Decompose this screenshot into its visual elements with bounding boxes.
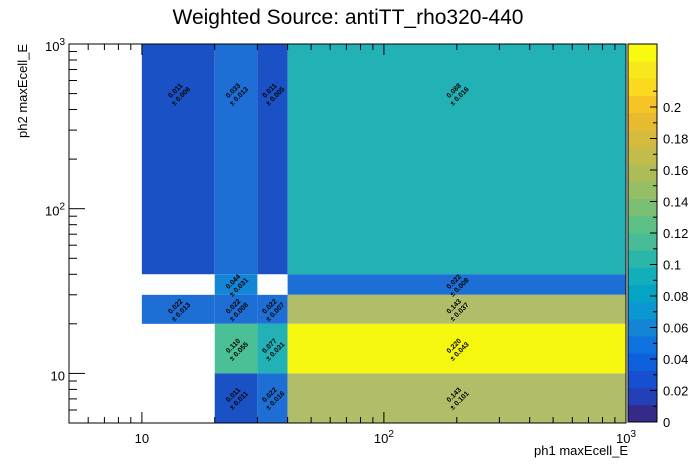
colorbar-segment (628, 250, 657, 268)
colorbar-tick-label: 0.04 (663, 352, 688, 367)
colorbar-tick-label: 0 (663, 415, 670, 430)
heatmap-cell (257, 294, 288, 324)
x-tick-label: 10 (135, 431, 149, 446)
colorbar-segment (628, 301, 657, 320)
colorbar-segment (628, 267, 657, 285)
heatmap-cell (257, 44, 288, 275)
heatmap-cell (214, 373, 258, 423)
axes: 10 102 103 10 102 103 (45, 37, 636, 446)
colorbar-segment (628, 61, 657, 79)
colorbar-segment (628, 198, 657, 217)
heatmap-cell (141, 44, 215, 275)
colorbar-tick-label: 0.06 (663, 321, 688, 336)
chart-title: Weighted Source: antiTT_rho320-440 (173, 6, 524, 29)
heatmap-cell (214, 274, 258, 295)
heatmap-cell (257, 373, 288, 423)
colorbar-segment (628, 336, 657, 354)
y-axis-title: ph2 maxEcell_E (15, 44, 30, 138)
colorbar-segment (628, 112, 657, 131)
y-tick-label: 10 (51, 368, 65, 383)
colorbar-segment (628, 181, 657, 200)
colorbar-tick-label: 0.08 (663, 289, 688, 304)
heatmap-cells (141, 44, 626, 423)
colorbar-segment (628, 284, 657, 303)
colorbar-segment (628, 129, 657, 148)
heatmap-cell (257, 323, 288, 374)
colorbar-segment (628, 233, 657, 251)
y-tick-label: 102 (45, 202, 65, 219)
colorbar-tick-label: 0.18 (663, 132, 688, 147)
heatmap-cell (287, 294, 626, 324)
colorbar-segment (628, 78, 657, 96)
colorbar-tick-label: 0.12 (663, 226, 688, 241)
colorbar-segment (628, 353, 657, 371)
heatmap-cell (287, 373, 626, 423)
colorbar-tick-label: 0.02 (663, 384, 688, 399)
colorbar-segment (628, 387, 657, 406)
colorbar-segment (628, 370, 657, 389)
colorbar-segment (628, 95, 657, 114)
heatmap-cell (287, 323, 626, 374)
x-tick-label: 102 (374, 429, 394, 446)
colorbar-tick-label: 0.1 (663, 258, 681, 273)
plot-frame (68, 43, 627, 424)
x-axis-title: ph1 maxEcell_E (534, 443, 628, 458)
colorbar-segment (628, 404, 657, 423)
heatmap-cell (287, 44, 626, 275)
colorbar-tick-label: 0.14 (663, 195, 688, 210)
x-tick-label: 103 (616, 429, 636, 446)
colorbar-segment (628, 215, 657, 234)
colorbar-tick-label: 0.16 (663, 163, 688, 178)
colorbar-segment (628, 147, 657, 165)
heatmap-cell (214, 44, 258, 275)
colorbar-tick-label: 0.2 (663, 100, 681, 115)
colorbar-segment (628, 318, 657, 337)
colorbar-segment (628, 164, 657, 182)
heatmap-cell (141, 294, 215, 324)
heatmap-cell (214, 323, 258, 374)
heatmap-cell (214, 294, 258, 324)
y-tick-label: 103 (45, 37, 65, 54)
colorbar-segment (628, 44, 657, 62)
colorbar: 0 0.02 0.04 0.06 0.08 0.1 0.12 0.14 0.16 0.18 0.2 (627, 43, 688, 430)
heatmap-cell (287, 274, 626, 295)
